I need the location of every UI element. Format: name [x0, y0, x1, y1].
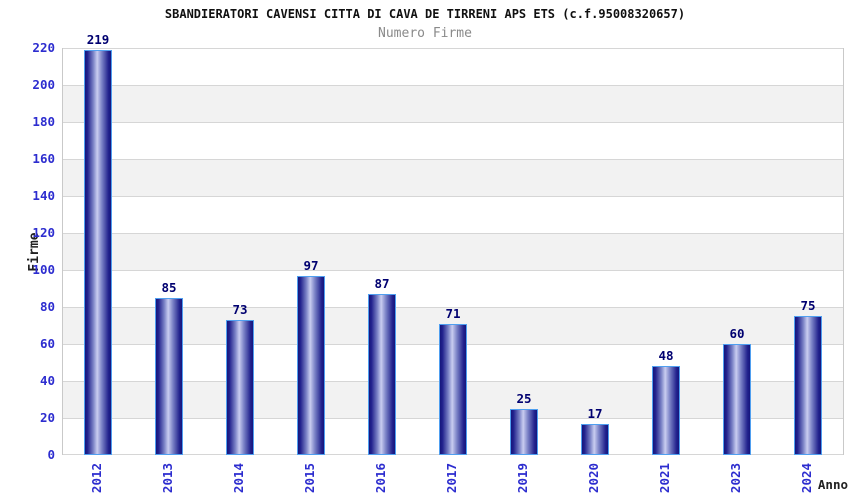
y-tick-label: 120	[32, 225, 55, 240]
y-tick-label: 80	[39, 299, 55, 314]
x-tick-label: 2016	[373, 462, 388, 494]
bar-value-label: 17	[587, 406, 603, 421]
bar-value-label: 85	[161, 280, 177, 295]
bar	[723, 344, 751, 455]
y-tick-label: 180	[32, 114, 55, 129]
x-tick-label: 2015	[302, 462, 317, 494]
bar	[794, 316, 822, 455]
x-axis-title: Anno	[817, 477, 848, 492]
y-tick-label: 40	[39, 373, 55, 388]
background-band	[63, 233, 843, 270]
bar	[368, 294, 396, 455]
bar	[84, 50, 112, 455]
x-tick-label: 2013	[160, 462, 175, 494]
gridline	[63, 85, 843, 86]
gridline	[63, 48, 843, 49]
background-band	[63, 159, 843, 196]
gridline	[63, 159, 843, 160]
chart-title: SBANDIERATORI CAVENSI CITTA DI CAVA DE T…	[164, 7, 686, 21]
bar	[226, 320, 254, 455]
bar-value-label: 75	[800, 298, 816, 313]
bar-value-label: 87	[374, 276, 390, 291]
bar-value-label: 60	[729, 326, 745, 341]
y-tick-label: 140	[32, 188, 55, 203]
gridline	[63, 270, 843, 271]
gridline	[63, 196, 843, 197]
y-tick-label: 220	[32, 40, 55, 55]
bar-value-label: 48	[658, 348, 674, 363]
x-tick-label: 2024	[799, 462, 814, 494]
y-tick-label: 60	[39, 336, 55, 351]
bar-value-label: 219	[86, 32, 110, 47]
x-tick-label: 2023	[728, 462, 743, 494]
background-band	[63, 85, 843, 122]
x-tick-label: 2014	[231, 462, 246, 494]
x-tick-label: 2020	[586, 462, 601, 494]
gridline	[63, 307, 843, 308]
bar	[439, 324, 467, 455]
chart-subtitle: Numero Firme	[378, 26, 472, 41]
y-tick-label: 0	[47, 447, 55, 462]
plot-area: 219 85 73 97 87 71 25 17 48 60 75	[62, 32, 844, 455]
y-tick-label: 160	[32, 151, 55, 166]
bar	[652, 366, 680, 455]
bar	[581, 424, 609, 455]
bar-value-label: 25	[516, 391, 532, 406]
y-axis-title: Firme	[27, 232, 42, 272]
x-tick-label: 2012	[89, 462, 104, 494]
bar	[510, 409, 538, 455]
bar-value-label: 73	[232, 302, 248, 317]
y-tick-label: 20	[39, 410, 55, 425]
bar-value-label: 71	[445, 306, 461, 321]
bar	[297, 276, 325, 455]
y-tick-label: 200	[32, 77, 55, 92]
gridline	[63, 233, 843, 234]
gridline	[63, 122, 843, 123]
x-tick-label: 2021	[657, 462, 672, 494]
x-tick-label: 2017	[444, 462, 459, 494]
y-tick-label: 100	[32, 262, 55, 277]
bar	[155, 298, 183, 455]
x-tick-label: 2019	[515, 462, 530, 494]
bar-value-label: 97	[303, 258, 319, 273]
